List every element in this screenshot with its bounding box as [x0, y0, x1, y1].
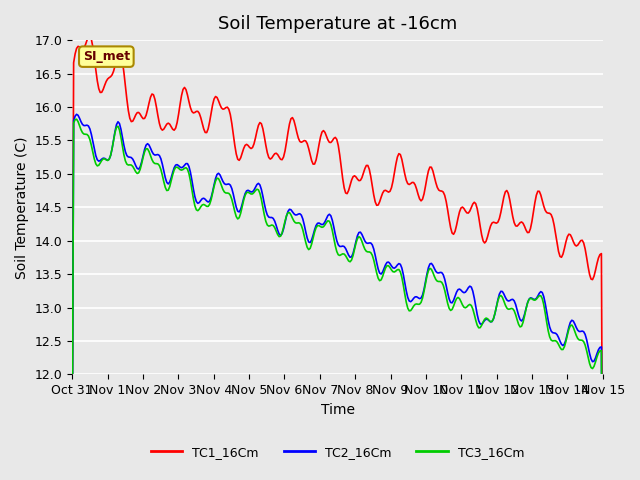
Title: Soil Temperature at -16cm: Soil Temperature at -16cm: [218, 15, 457, 33]
Text: SI_met: SI_met: [83, 50, 130, 63]
Legend: TC1_16Cm, TC2_16Cm, TC3_16Cm: TC1_16Cm, TC2_16Cm, TC3_16Cm: [146, 441, 529, 464]
X-axis label: Time: Time: [321, 403, 355, 417]
Y-axis label: Soil Temperature (C): Soil Temperature (C): [15, 136, 29, 278]
